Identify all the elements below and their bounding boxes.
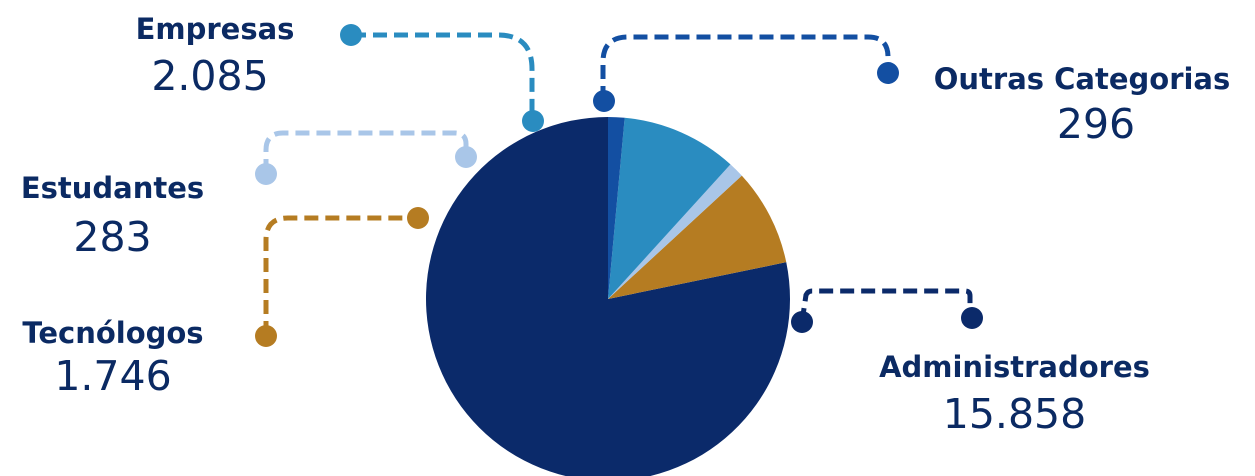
pie-slice-administradores bbox=[426, 117, 790, 476]
pie-slice-outras-categorias bbox=[608, 117, 625, 299]
leader-dot-empresas-start bbox=[340, 24, 362, 46]
label-empresas: Empresas 2.085 bbox=[120, 12, 310, 100]
label-outras-categorias: Outras Categorias 296 bbox=[912, 62, 1252, 148]
leader-line-empresas bbox=[352, 32, 535, 120]
leader-dot-tecnologos-start bbox=[255, 325, 277, 347]
category-label: Outras Categorias bbox=[933, 62, 1231, 96]
label-estudantes: Estudantes 283 bbox=[10, 171, 215, 261]
leader-dot-outras-categorias-end bbox=[877, 62, 899, 84]
leader-dot-outras-categorias-start bbox=[593, 90, 615, 112]
leader-dot-empresas-end bbox=[522, 110, 544, 132]
leader-dot-estudantes-start bbox=[255, 163, 277, 185]
value-label: 2.085 bbox=[151, 52, 269, 100]
leader-dot-administradores-start bbox=[791, 311, 813, 333]
label-administradores: Administradores 15.858 bbox=[862, 350, 1167, 438]
category-label: Estudantes bbox=[20, 171, 205, 205]
value-label: 296 bbox=[1056, 100, 1136, 148]
pie-slice-estudantes bbox=[608, 164, 742, 299]
category-label: Administradores bbox=[879, 350, 1150, 384]
leader-line-administradores bbox=[799, 288, 973, 323]
leader-lines bbox=[255, 24, 983, 347]
leader-line-estudantes bbox=[263, 130, 469, 173]
leader-line-tecnologos bbox=[263, 215, 417, 335]
pie-slice-empresas bbox=[608, 117, 731, 299]
label-tecnologos: Tecnólogos 1.746 bbox=[8, 316, 218, 400]
leader-dot-tecnologos-end bbox=[407, 207, 429, 229]
value-label: 1.746 bbox=[54, 352, 172, 400]
leader-dot-administradores-end bbox=[961, 307, 983, 329]
value-label: 283 bbox=[73, 213, 152, 261]
pie-slices bbox=[426, 117, 790, 476]
category-label: Empresas bbox=[135, 12, 295, 46]
pie-slice-tecnologos bbox=[608, 175, 787, 299]
leader-dot-estudantes-end bbox=[455, 146, 477, 168]
leader-line-outras-categorias bbox=[600, 34, 891, 100]
category-label: Tecnólogos bbox=[22, 316, 204, 350]
value-label: 15.858 bbox=[942, 390, 1087, 438]
